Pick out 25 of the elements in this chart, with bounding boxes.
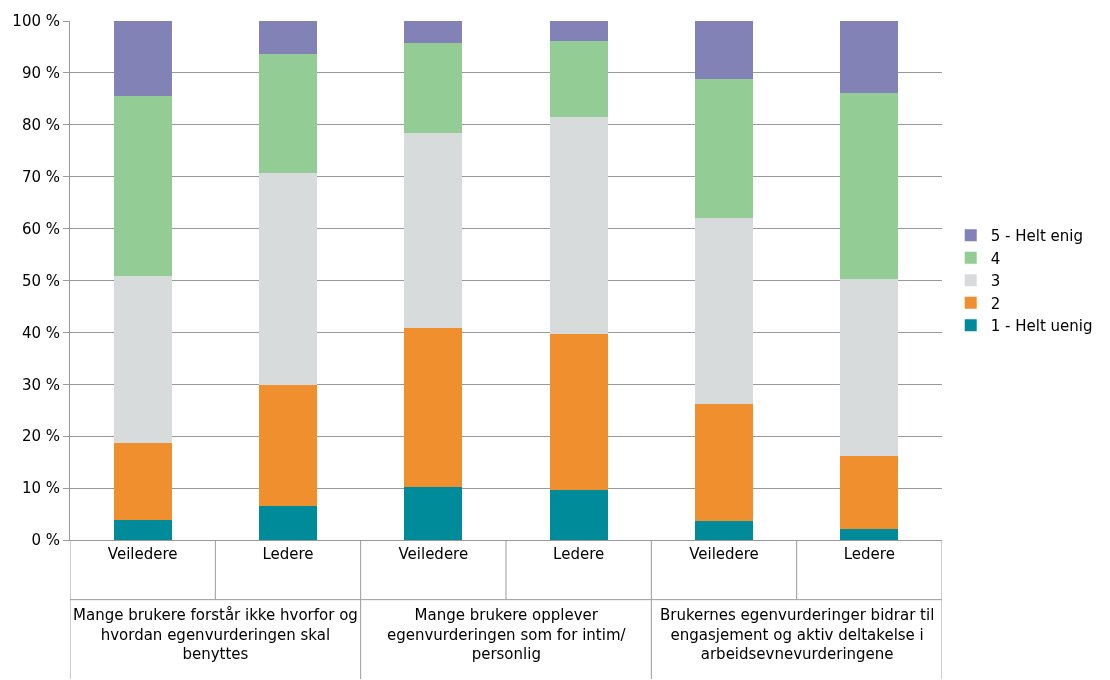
legend-label: 3 xyxy=(990,272,1001,291)
text: Mange brukere opplever egenvurderingen som for intim/ personlig xyxy=(387,606,627,663)
x-tick-label: Veiledere xyxy=(107,545,178,563)
x-tick-label: Veiledere xyxy=(689,545,759,563)
legend-label: 5 - Helt enig xyxy=(990,227,1083,246)
y-tick-label: 50 % xyxy=(21,271,60,290)
x-tick-label: Ledere xyxy=(843,545,895,563)
x-tick-label: Veiledere xyxy=(398,545,469,563)
y-tick-label: 0 % xyxy=(31,531,60,550)
legend-label: 4 xyxy=(990,249,1001,268)
y-tick-label: 90 % xyxy=(21,64,60,83)
x-tick-label: Ledere xyxy=(262,545,314,563)
text: Mange brukere forstår ikke hvorfor og hvordan egenvurderingen skal benyttes xyxy=(73,606,358,663)
legend-label: 1 - Helt uenig xyxy=(990,317,1093,336)
y-tick-label: 20 % xyxy=(21,427,60,446)
x-tick-label: Ledere xyxy=(553,545,605,563)
y-tick-label: 100 % xyxy=(12,12,60,31)
legend-label: 2 xyxy=(990,294,1001,313)
y-tick-label: 10 % xyxy=(21,479,60,498)
y-tick-label: 80 % xyxy=(21,116,60,135)
y-tick-label: 70 % xyxy=(21,167,60,186)
y-tick-label: 40 % xyxy=(21,323,60,342)
text: Brukernes egenvurderinger bidrar til engasjement og aktiv deltakelse i arbeidsevnevurderingene xyxy=(660,606,935,663)
y-tick-label: 30 % xyxy=(21,375,60,394)
y-tick-label: 60 % xyxy=(21,219,60,238)
